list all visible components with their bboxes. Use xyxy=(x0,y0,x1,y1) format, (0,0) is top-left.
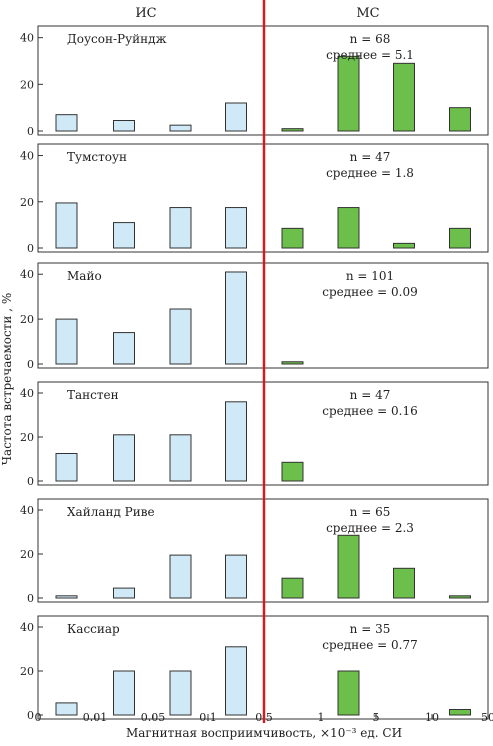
x-tick-label: 10 xyxy=(425,711,439,724)
histogram-panel: 0 20 40 Кассиар n = 35 среднее = 0.77 xyxy=(20,615,489,722)
histogram-bar xyxy=(55,595,78,599)
panel-mean-label: среднее = 0.16 xyxy=(322,404,418,418)
histogram-bar xyxy=(225,401,247,482)
panel-mean-label: среднее = 5.1 xyxy=(326,48,414,62)
y-tick-label: 20 xyxy=(20,665,34,678)
histogram-bar xyxy=(337,55,360,132)
y-tick-label: 40 xyxy=(20,32,34,45)
histogram-bar xyxy=(225,102,247,132)
panel-n-label: n = 68 xyxy=(350,32,391,46)
histogram-bar xyxy=(113,434,135,482)
is-group-header: ИС xyxy=(135,6,156,21)
histogram-bar xyxy=(113,222,135,249)
histogram-bar xyxy=(169,308,192,365)
panel-name: Майо xyxy=(67,269,102,283)
y-tick-label: 0 xyxy=(27,358,34,371)
y-tick-label: 40 xyxy=(20,387,34,400)
panel-name: Кассиар xyxy=(67,622,120,636)
histogram-bar xyxy=(449,595,471,599)
y-tick-label: 0 xyxy=(27,709,34,722)
histogram-bar xyxy=(169,124,192,132)
panel-n-label: n = 47 xyxy=(350,150,391,164)
y-tick-label: 20 xyxy=(20,313,34,326)
y-tick-label: 0 xyxy=(27,125,34,138)
y-tick-label: 20 xyxy=(20,78,34,91)
histogram-panel: 0 20 40 Хайланд Риве n = 65 среднее = 2.3 xyxy=(20,498,489,605)
panels-group: 0 20 40 Доусон-Руйндж n = 68 среднее = 5.1 0 20… xyxy=(20,25,489,722)
histogram-bar xyxy=(449,709,471,716)
histogram-bar xyxy=(393,62,415,132)
y-tick-label: 40 xyxy=(20,150,34,163)
histogram-bar xyxy=(281,227,304,249)
histogram-bar xyxy=(393,567,415,599)
panel-n-label: n = 35 xyxy=(350,622,391,636)
x-tick-label: 5 xyxy=(373,711,380,724)
histogram-panel: 0 20 40 Танстен n = 47 среднее = 0.16 xyxy=(20,381,489,488)
y-tick-label: 40 xyxy=(20,621,34,634)
panel-name: Доусон-Руйндж xyxy=(67,32,167,46)
histogram-bar xyxy=(113,587,135,599)
y-tick-label: 20 xyxy=(20,196,34,209)
panel-mean-label: среднее = 1.8 xyxy=(326,166,414,180)
x-tick-label: 50 xyxy=(481,711,493,724)
panel-name: Хайланд Риве xyxy=(67,505,155,519)
panel-name: Тумстоун xyxy=(67,150,127,164)
x-axis-label: Магнитная восприимчивость, ×10⁻³ ед. СИ xyxy=(126,726,402,740)
histogram-bar xyxy=(55,202,78,249)
histogram-panel: 0 20 40 Доусон-Руйндж n = 68 среднее = 5.1 xyxy=(20,25,489,138)
y-tick-label: 40 xyxy=(20,268,34,281)
histogram-bar xyxy=(55,318,78,365)
panel-n-label: n = 47 xyxy=(350,388,391,402)
histogram-bar xyxy=(449,107,471,132)
histogram-bar xyxy=(169,670,192,716)
histogram-bar xyxy=(281,128,304,132)
y-axis-label: Частота встречаемости , % xyxy=(0,293,14,465)
histogram-bar xyxy=(55,453,78,482)
histogram-bar xyxy=(225,207,247,249)
histogram-bar xyxy=(225,646,247,716)
histogram-bar xyxy=(281,361,304,365)
histogram-bar xyxy=(337,207,360,249)
histogram-bar xyxy=(281,577,304,599)
histogram-panel: 0 20 40 Майо n = 101 среднее = 0.09 xyxy=(20,262,489,371)
histogram-bar xyxy=(169,434,192,482)
y-tick-label: 0 xyxy=(27,242,34,255)
panel-mean-label: среднее = 2.3 xyxy=(326,521,414,535)
histogram-bar xyxy=(393,242,415,249)
histogram-bar xyxy=(449,227,471,249)
histogram-bar xyxy=(113,332,135,365)
ms-group-header: МС xyxy=(356,6,379,21)
histogram-bar xyxy=(169,554,192,599)
y-tick-label: 20 xyxy=(20,548,34,561)
y-tick-label: 0 xyxy=(27,592,34,605)
histogram-bar xyxy=(225,554,247,599)
y-tick-label: 20 xyxy=(20,431,34,444)
histogram-bar xyxy=(281,461,304,482)
histogram-panel: 0 20 40 Тумстоун n = 47 среднее = 1.8 xyxy=(20,143,489,255)
panel-mean-label: среднее = 0.77 xyxy=(322,638,418,652)
panel-n-label: n = 65 xyxy=(350,505,391,519)
y-tick-label: 0 xyxy=(27,475,34,488)
panel-n-label: n = 101 xyxy=(346,269,394,283)
y-tick-label: 40 xyxy=(20,504,34,517)
x-tick-label: 0.05 xyxy=(141,711,166,724)
histogram-bar xyxy=(113,670,135,716)
histogram-bar xyxy=(55,702,78,716)
x-tick-label: 0 xyxy=(35,711,42,724)
panel-mean-label: среднее = 0.09 xyxy=(322,285,418,299)
histogram-bar xyxy=(113,120,135,132)
x-tick-label: 0.1 xyxy=(199,711,217,724)
x-tick-label: 0.01 xyxy=(83,711,108,724)
panel-name: Танстен xyxy=(67,388,119,402)
x-tick-label: 1 xyxy=(318,711,325,724)
histogram-bar xyxy=(225,271,247,365)
histogram-bar xyxy=(55,114,78,132)
histogram-bar xyxy=(337,534,360,599)
histogram-bar xyxy=(169,207,192,249)
histogram-bar xyxy=(337,670,360,716)
